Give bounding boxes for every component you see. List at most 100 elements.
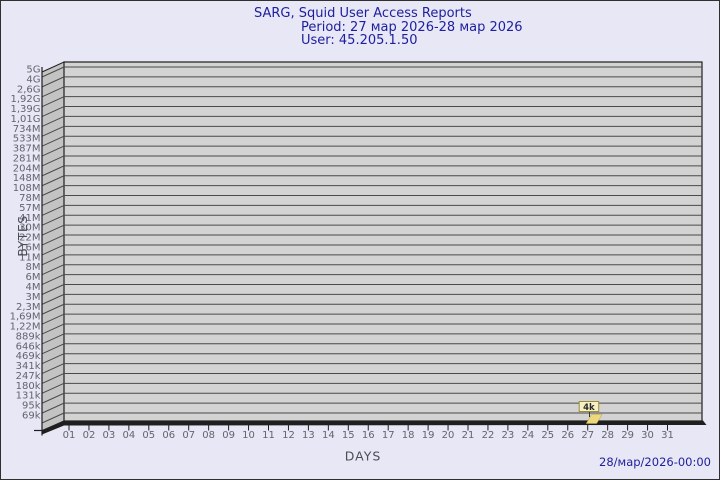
y-tick-label: 1,92G (10, 94, 40, 105)
y-axis-tick (41, 86, 65, 98)
y-tick-label: 57M (19, 203, 40, 214)
x-tick-label: 18 (402, 430, 415, 441)
y-axis-tick (41, 175, 65, 187)
y-tick-label: 734M (13, 124, 41, 135)
x-tick-label: 10 (242, 430, 255, 441)
y-axis-tick (41, 392, 65, 404)
y-axis-tick (41, 155, 65, 167)
data-point-label-box (578, 401, 600, 412)
y-axis-tick (41, 135, 65, 147)
y-axis-tick (41, 224, 65, 236)
x-tick-label: 21 (462, 430, 475, 441)
bytes-axis-label: BYTES (15, 215, 30, 257)
report-title: SARG, Squid User Access Reports (254, 6, 472, 21)
y-axis-tick (41, 412, 65, 424)
y-tick-label: 95k (22, 401, 41, 412)
x-tick-label: 03 (103, 430, 116, 441)
x-tick-label: 26 (561, 430, 574, 441)
y-tick-label: 341k (16, 361, 41, 372)
x-tick-label: 05 (142, 430, 155, 441)
y-axis-tick (41, 373, 65, 384)
y-axis-tick (41, 185, 65, 197)
y-tick-label: 4M (26, 282, 41, 293)
x-tick-label: 20 (442, 430, 455, 441)
y-tick-label: 646k (16, 341, 41, 352)
y-tick-label: 8M (26, 262, 41, 273)
y-axis-tick (41, 106, 65, 117)
y-axis-tick (41, 145, 65, 157)
y-tick-label: 1,22M (10, 322, 41, 333)
x-tick-label: 24 (521, 430, 534, 441)
y-axis-tick (41, 204, 65, 216)
days-axis-label: DAYS (345, 449, 382, 464)
x-tick-label: 02 (83, 430, 96, 441)
chart-floor (42, 420, 707, 435)
y-axis-tick (41, 284, 65, 295)
y-axis-tick (41, 382, 65, 394)
x-tick-label: 16 (362, 430, 375, 441)
data-point-label: 4k (583, 403, 595, 413)
y-axis-tick (41, 165, 65, 177)
x-tick-label: 01 (63, 430, 76, 441)
y-tick-label: 16M (19, 242, 40, 253)
y-tick-label: 3M (26, 292, 41, 303)
y-axis-tick (41, 343, 65, 355)
x-tick-label: 15 (342, 430, 355, 441)
y-axis-tick (41, 293, 65, 305)
report-period: Period: 27 мар 2026-28 мар 2026 (301, 19, 523, 35)
y-tick-label: 30M (19, 223, 40, 234)
x-tick-label: 08 (202, 430, 215, 441)
y-tick-label: 4G (26, 74, 40, 85)
y-axis-tick (41, 353, 65, 365)
y-axis-tick (41, 234, 65, 246)
y-tick-label: 180k (16, 381, 41, 392)
y-tick-label: 131k (16, 391, 41, 402)
x-tick-label: 25 (541, 430, 554, 441)
x-tick-label: 17 (382, 430, 395, 441)
x-tick-label: 12 (282, 430, 295, 441)
y-axis-tick (41, 402, 65, 414)
y-axis-tick (41, 333, 65, 345)
y-tick-label: 2,3M (16, 302, 41, 313)
y-tick-label: 22M (19, 233, 40, 244)
y-tick-label: 2,6G (17, 84, 41, 95)
x-tick-label: 09 (222, 430, 235, 441)
y-tick-label: 281M (13, 153, 41, 164)
y-axis-tick (41, 303, 65, 315)
y-tick-label: 5G (26, 65, 40, 76)
y-axis-tick (41, 274, 65, 286)
y-tick-label: 1,69M (10, 312, 41, 323)
x-tick-label: 27 (581, 430, 594, 441)
y-tick-label: 247k (16, 371, 41, 382)
x-tick-label: 11 (262, 430, 275, 441)
x-tick-label: 31 (661, 430, 674, 441)
x-tick-label: 14 (322, 430, 335, 441)
y-tick-label: 148M (13, 173, 41, 184)
report-timestamp: 28/мар/2026-00:00 (599, 455, 711, 469)
y-tick-label: 1,01G (10, 114, 40, 125)
x-tick-label: 28 (601, 430, 614, 441)
report-user: User: 45.205.1.50 (301, 33, 418, 48)
y-axis-tick (41, 323, 65, 335)
y-axis-tick (41, 195, 65, 206)
y-tick-label: 533M (13, 134, 41, 145)
y-tick-label: 204M (13, 163, 41, 174)
data-point-marker (585, 414, 603, 424)
y-axis-tick (41, 125, 65, 137)
y-axis-tick (41, 363, 65, 375)
y-axis-tick (41, 96, 65, 108)
x-tick-label: 29 (621, 430, 634, 441)
y-axis-tick (41, 76, 65, 88)
y-tick-label: 69k (22, 411, 41, 422)
x-tick-label: 04 (122, 430, 135, 441)
y-axis-tick (41, 66, 65, 78)
x-tick-label: 19 (422, 430, 435, 441)
x-tick-label: 23 (502, 430, 515, 441)
y-axis-tick (41, 214, 65, 226)
y-tick-label: 41M (19, 213, 40, 224)
y-tick-label: 108M (13, 183, 41, 194)
y-tick-label: 6M (26, 272, 41, 283)
y-axis-tick (41, 115, 65, 127)
